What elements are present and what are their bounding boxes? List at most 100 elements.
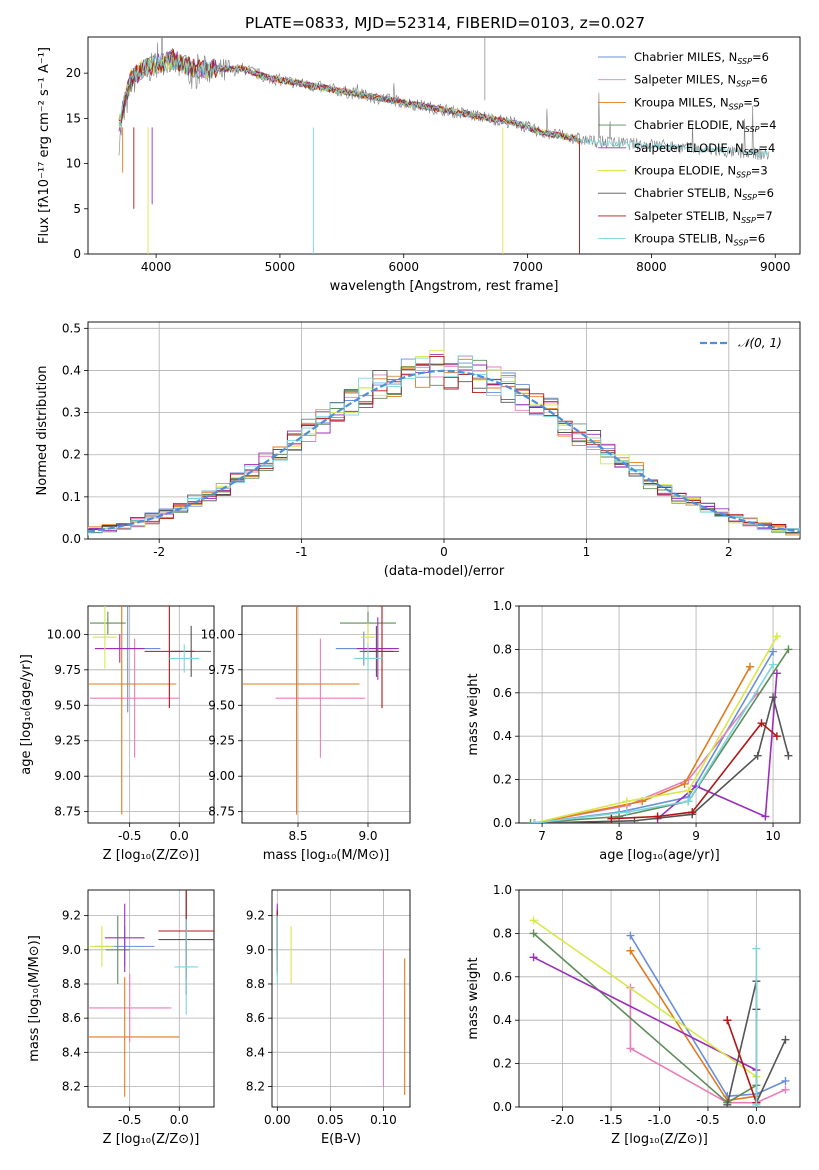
y-tick-label: 0.2: [493, 773, 512, 787]
weight-marker: [529, 953, 538, 962]
y-tick-label: 9.25: [208, 734, 235, 748]
legend-sub: SSP: [744, 148, 759, 157]
weight-marker: [688, 808, 697, 817]
x-axis-label: Z [log₁₀(Z/Z⊙)]: [611, 1132, 708, 1147]
legend-entry: Kroupa MILES, NSSP=5: [634, 95, 760, 111]
y-tick-label: 9.25: [54, 734, 81, 748]
weight-series: [534, 636, 778, 823]
weight-series: [534, 664, 774, 823]
legend-entry: Chabrier STELIB, NSSP=6: [634, 186, 774, 202]
y-tick-label: 0.5: [62, 321, 81, 335]
mass_vs_Z-axes: -0.5 0.0 8.2 8.4 8.6 8.8 9.0 9.2 Z [log₁₀(Z/Z⊙)]…: [27, 889, 215, 1147]
model-spectrum: [118, 52, 580, 254]
legend-tail: =4: [760, 118, 777, 132]
mass_vs_EBV-axes: 0.00 0.05 0.10 8.2 8.4 8.6 8.8 9.0 9.2 E(B-V): [246, 889, 411, 1147]
x-axis-label: age [log₁₀(age/yr)]: [599, 848, 720, 863]
legend-label: Chabrier STELIB, N: [634, 186, 742, 200]
weight-marker: [684, 786, 693, 795]
y-tick-label: 8.6: [62, 1011, 81, 1025]
y-tick-label: 1.0: [493, 599, 512, 613]
weight-marker: [622, 797, 631, 806]
x-tick-label: 7000: [512, 260, 543, 274]
x-tick-label: 0.0: [747, 1113, 766, 1127]
weight_vs_Z-plot: [529, 916, 790, 1107]
y-tick-label: 0.2: [493, 1057, 512, 1071]
model-spectrum: [118, 48, 580, 254]
weight-marker: [615, 812, 624, 821]
x-tick-label: 7: [538, 829, 546, 843]
weight-series: [657, 673, 778, 820]
spectrum-axes: 4000 5000 6000 7000 8000 9000 0 5 10 15 20 waveleng…: [37, 36, 801, 294]
weight-series: [726, 1019, 758, 1103]
y-axis-label: mass weight: [466, 957, 481, 1039]
weight-marker: [784, 751, 793, 760]
y-tick-label: 10.00: [47, 627, 81, 641]
x-axis-label: Z [log₁₀(Z/Z⊙)]: [103, 848, 200, 863]
legend-tail: =7: [756, 209, 773, 223]
y-tick-label: 1.0: [493, 883, 512, 897]
axes-frame: [87, 36, 801, 255]
weight-marker: [684, 797, 693, 806]
y-tick-label: 0.1: [62, 490, 81, 504]
weight-marker: [772, 732, 781, 741]
x-tick-label: 5000: [265, 260, 296, 274]
y-tick-label: 0.3: [62, 406, 81, 420]
legend-tail: =6: [752, 50, 769, 64]
weight-marker: [753, 751, 762, 760]
model-spectrum: [118, 48, 580, 254]
y-tick-label: 0.8: [493, 926, 512, 940]
x-tick-label: 2: [725, 545, 733, 559]
x-tick-label: 0.05: [317, 1113, 344, 1127]
y-tick-label: 9.00: [208, 769, 235, 783]
legend-label: Salpeter MILES, N: [634, 73, 736, 87]
y-tick-label: 8.2: [246, 1079, 265, 1093]
weight-series: [629, 950, 757, 1102]
y-tick-label: 9.0: [62, 943, 81, 957]
x-tick-label: 1: [583, 545, 591, 559]
legend-tail: =5: [743, 95, 760, 109]
axes-frame: [87, 321, 801, 540]
legend-entry: Chabrier MILES, NSSP=6: [634, 50, 769, 66]
weight-marker: [530, 819, 539, 823]
weight-series: [533, 919, 757, 1078]
x-tick-label: -1: [296, 545, 308, 559]
legend-sub: SSP: [736, 80, 751, 89]
axes-frame: [87, 889, 215, 1108]
x-tick-label: -0.5: [696, 1113, 719, 1127]
x-tick-label: 9.0: [358, 829, 377, 843]
legend-tail: =6: [748, 232, 765, 246]
weight-marker: [680, 779, 689, 788]
y-tick-label: 9.00: [54, 769, 81, 783]
x-tick-label: 8.5: [288, 829, 307, 843]
model-spectrum: [118, 52, 580, 254]
model-spectrum: [118, 51, 580, 254]
weight-marker: [784, 645, 793, 654]
weight-series: [534, 666, 751, 823]
legend-label: Salpeter STELIB, N: [634, 209, 741, 223]
legend-sub: SSP: [742, 193, 757, 202]
x-axis-label: mass [log₁₀(M/M⊙)]: [263, 848, 390, 863]
y-tick-label: 0.2: [62, 448, 81, 462]
weight-marker: [769, 660, 778, 669]
weight-marker: [622, 808, 631, 817]
legend-sub: SSP: [741, 216, 756, 225]
model-spectrum: [118, 51, 580, 254]
y-tick-label: 8.8: [62, 977, 81, 991]
weight-marker: [769, 693, 778, 702]
weight-marker: [769, 647, 778, 656]
axes-frame: [271, 889, 411, 1108]
y-tick-label: 0: [73, 247, 81, 261]
residuals-axes: -2 -1 0 1 2 0.0 0.1 0.2 0.3 0.4 0.5 (data-model)/er…: [35, 321, 801, 579]
weight-marker: [626, 946, 635, 955]
x-tick-label: -0.5: [118, 829, 141, 843]
spectrum-plot: [118, 37, 770, 254]
legend-sub: SSP: [734, 239, 749, 248]
weight-marker: [626, 931, 635, 940]
axes-frame: [87, 605, 215, 824]
weight-marker: [781, 1085, 790, 1094]
y-axis-label: mass weight: [466, 673, 481, 755]
legend-entry: Kroupa ELODIE, NSSP=3: [634, 164, 768, 180]
legend-label: Chabrier ELODIE, N: [634, 118, 745, 132]
y-tick-label: 9.0: [246, 943, 265, 957]
x-tick-label: -1.5: [599, 1113, 622, 1127]
